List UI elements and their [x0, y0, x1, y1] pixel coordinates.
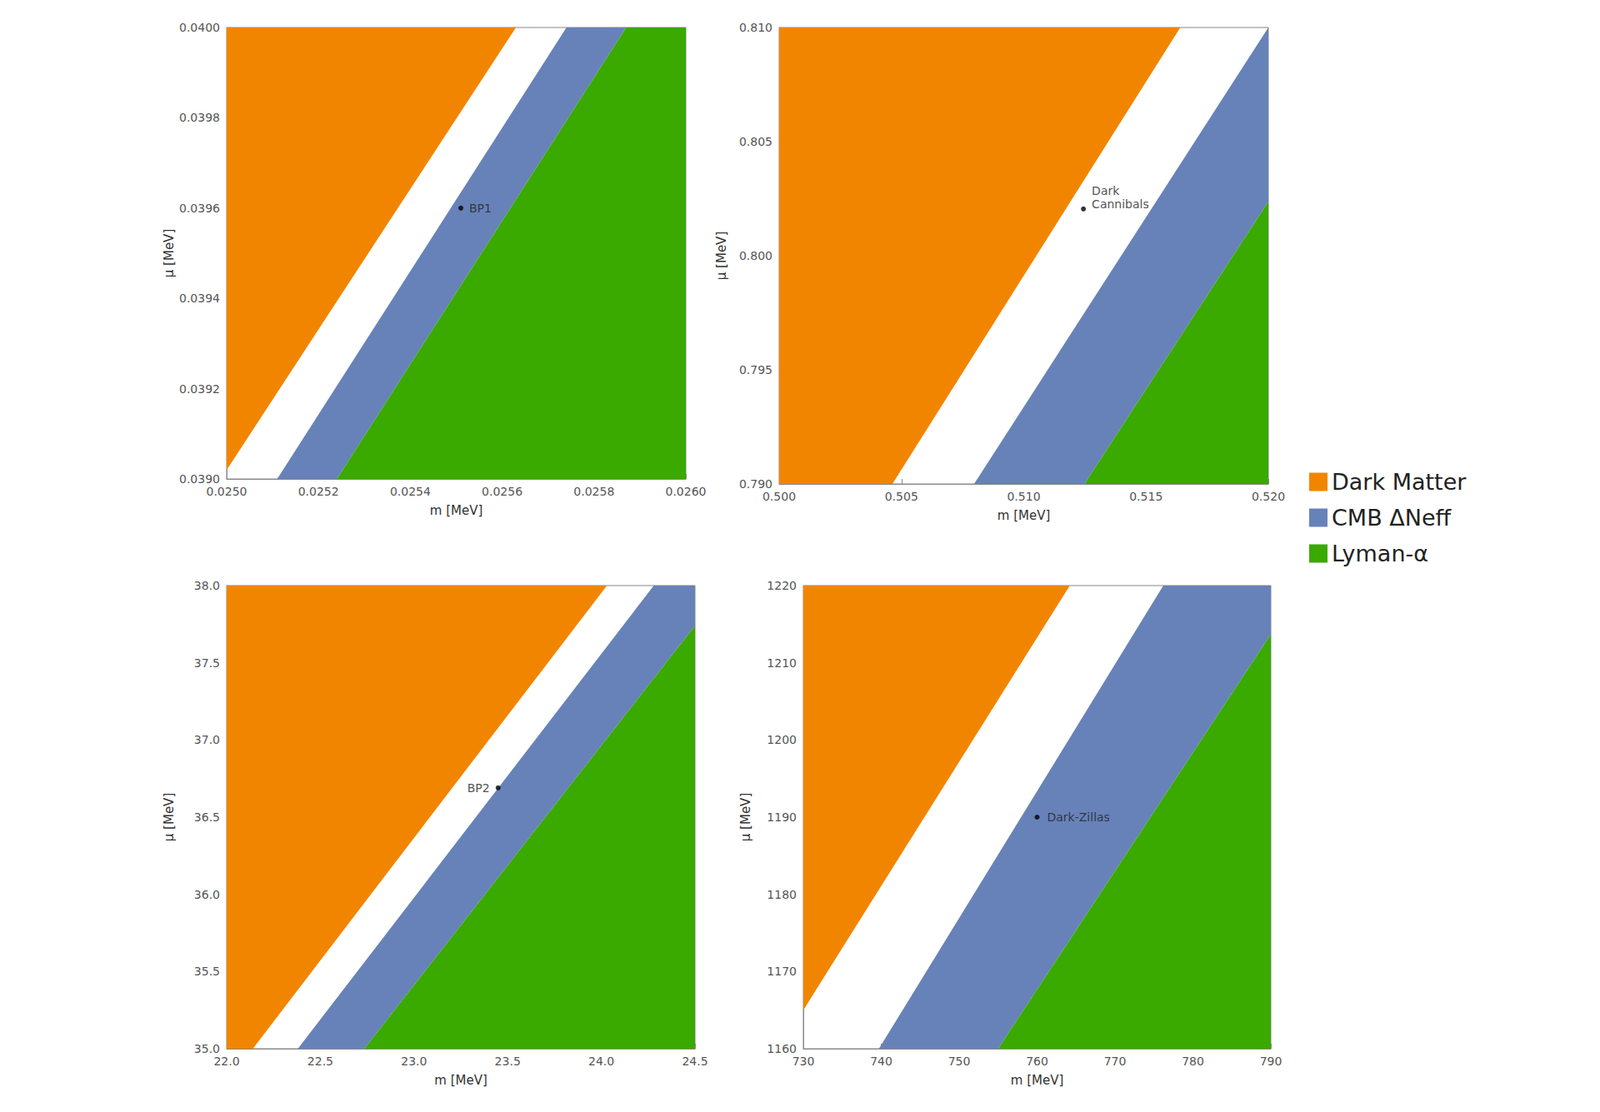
- svg-text:1180: 1180: [766, 888, 797, 902]
- svg-text:22.5: 22.5: [307, 1055, 334, 1069]
- svg-text:780: 780: [1181, 1055, 1205, 1069]
- svg-text:0.0258: 0.0258: [573, 485, 615, 499]
- svg-text:0.0394: 0.0394: [179, 291, 220, 305]
- svg-text:0.0252: 0.0252: [298, 485, 340, 499]
- svg-text:790: 790: [1260, 1055, 1283, 1069]
- svg-text:35.5: 35.5: [194, 965, 220, 979]
- svg-text:0.0390: 0.0390: [179, 472, 220, 486]
- svg-text:0.0254: 0.0254: [390, 485, 431, 499]
- svg-text:Dark-Zillas: Dark-Zillas: [1047, 810, 1110, 825]
- svg-text:1200: 1200: [766, 733, 797, 747]
- svg-text:0.0396: 0.0396: [179, 201, 220, 215]
- svg-text:1210: 1210: [766, 656, 797, 670]
- svg-text:BP2: BP2: [467, 781, 490, 795]
- svg-text:750: 750: [948, 1055, 971, 1069]
- svg-text:0.805: 0.805: [739, 135, 773, 149]
- svg-text:0.500: 0.500: [762, 490, 796, 504]
- svg-text:0.0256: 0.0256: [481, 485, 523, 499]
- svg-text:0.0400: 0.0400: [179, 20, 220, 35]
- svg-text:23.0: 23.0: [400, 1055, 427, 1069]
- svg-text:CMB ΔNeff: CMB ΔNeff: [1331, 505, 1453, 531]
- svg-text:0.505: 0.505: [885, 490, 919, 504]
- svg-text:1170: 1170: [766, 965, 797, 979]
- svg-text:Lyman-α: Lyman-α: [1331, 540, 1429, 567]
- svg-text:0.795: 0.795: [739, 363, 773, 377]
- svg-text:24.0: 24.0: [588, 1055, 615, 1069]
- svg-text:0.515: 0.515: [1129, 490, 1163, 504]
- svg-text:Dark: Dark: [1091, 184, 1120, 198]
- svg-text:760: 760: [1025, 1055, 1049, 1069]
- svg-text:0.790: 0.790: [739, 477, 773, 491]
- svg-text:23.5: 23.5: [495, 1055, 521, 1069]
- svg-text:38.0: 38.0: [194, 579, 220, 593]
- svg-text:μ [MeV]: μ [MeV]: [738, 793, 754, 842]
- svg-text:24.5: 24.5: [681, 1055, 708, 1069]
- svg-text:m [MeV]: m [MeV]: [1010, 1073, 1065, 1089]
- svg-text:37.5: 37.5: [194, 656, 220, 670]
- svg-text:μ [MeV]: μ [MeV]: [161, 793, 177, 842]
- svg-text:BP1: BP1: [469, 201, 492, 215]
- svg-text:770: 770: [1104, 1055, 1127, 1069]
- svg-text:740: 740: [870, 1055, 893, 1069]
- svg-text:1220: 1220: [766, 579, 797, 593]
- svg-text:22.0: 22.0: [213, 1055, 240, 1069]
- svg-text:0.510: 0.510: [1006, 490, 1040, 504]
- svg-text:μ [MeV]: μ [MeV]: [161, 229, 177, 278]
- svg-text:0.0260: 0.0260: [665, 485, 707, 499]
- svg-text:Cannibals: Cannibals: [1091, 197, 1150, 211]
- svg-text:0.0250: 0.0250: [206, 485, 248, 499]
- svg-text:36.0: 36.0: [194, 888, 220, 902]
- svg-text:m [MeV]: m [MeV]: [430, 503, 484, 519]
- svg-text:1160: 1160: [766, 1042, 797, 1056]
- svg-text:35.0: 35.0: [194, 1042, 220, 1056]
- svg-text:0.800: 0.800: [739, 249, 773, 263]
- svg-text:0.520: 0.520: [1251, 490, 1285, 504]
- svg-text:0.0392: 0.0392: [179, 382, 220, 396]
- svg-text:36.5: 36.5: [194, 810, 220, 825]
- svg-text:m [MeV]: m [MeV]: [434, 1073, 488, 1089]
- svg-text:37.0: 37.0: [194, 733, 220, 747]
- svg-text:1190: 1190: [766, 810, 797, 825]
- svg-text:730: 730: [792, 1055, 815, 1069]
- svg-text:Dark Matter: Dark Matter: [1331, 469, 1467, 495]
- svg-text:0.810: 0.810: [739, 20, 773, 35]
- svg-text:μ [MeV]: μ [MeV]: [714, 231, 730, 280]
- svg-text:m [MeV]: m [MeV]: [997, 508, 1051, 524]
- svg-text:0.0398: 0.0398: [179, 110, 220, 125]
